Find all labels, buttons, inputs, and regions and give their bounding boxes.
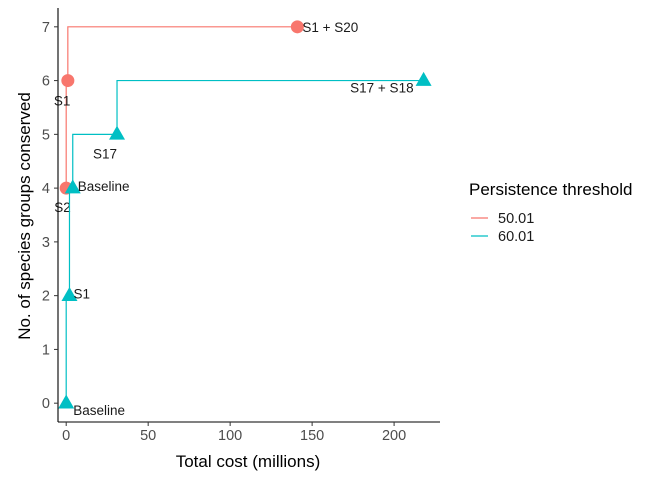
x-tick-label: 150: [300, 428, 324, 444]
data-point: [61, 286, 78, 301]
data-point: [415, 71, 432, 86]
y-tick-label: 3: [42, 235, 50, 251]
data-point: [64, 179, 81, 194]
data-label: S1: [73, 287, 90, 302]
data-point: [61, 74, 75, 88]
data-label: S1 + S20: [302, 20, 358, 35]
data-label: Baseline: [78, 179, 130, 194]
y-tick-label: 6: [42, 74, 50, 90]
legend-label-50: 50.01: [498, 211, 534, 227]
x-tick-label: 50: [140, 428, 156, 444]
data-point: [290, 20, 304, 34]
data-label: S2: [54, 200, 71, 215]
data-label: S1: [54, 94, 71, 109]
data-point: [109, 125, 126, 140]
legend-title: Persistence threshold: [469, 180, 632, 199]
series-line-60.01: [65, 79, 424, 404]
y-tick-label: 2: [42, 289, 50, 305]
series-line-50.01: [65, 26, 298, 189]
y-tick-label: 7: [42, 20, 50, 36]
data-label: S17: [93, 146, 117, 161]
y-tick-label: 0: [42, 396, 50, 412]
data-label: Baseline: [73, 403, 125, 418]
x-axis-title: Total cost (millions): [176, 452, 321, 471]
y-tick-label: 5: [42, 127, 50, 143]
axes: 0 50 100 150 200 0 1 2 3 4 5 6 7: [42, 8, 440, 444]
y-tick-label: 1: [42, 342, 50, 358]
legend-label-60: 60.01: [498, 229, 534, 245]
y-tick-label: 4: [42, 181, 50, 197]
y-axis-title: No. of species groups conserved: [15, 92, 34, 340]
x-tick-label: 0: [62, 428, 70, 444]
x-tick-label: 100: [218, 428, 242, 444]
data-point: [58, 394, 75, 409]
data-label: S17 + S18: [350, 81, 413, 96]
plot-area: S2 S1 S1 + S20 Baseline S1 Baseline S17 S17 + S…: [54, 20, 432, 418]
legend: Persistence threshold 50.01 60.01: [469, 180, 632, 245]
x-tick-label: 200: [382, 428, 406, 444]
